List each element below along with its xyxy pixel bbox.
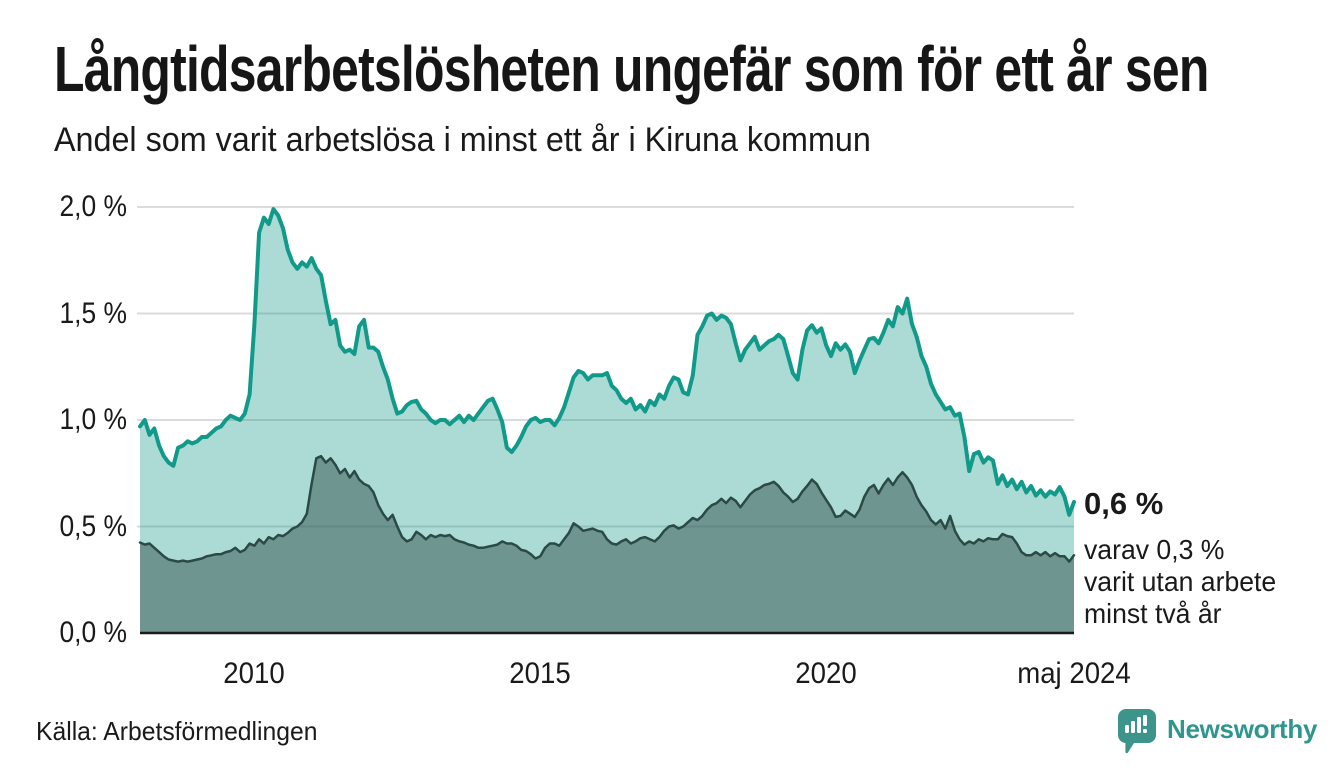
- source-note: Källa: Arbetsförmedlingen: [36, 716, 318, 746]
- annotation-line-2: varit utan arbete: [1084, 566, 1277, 597]
- x-tick-label: 2010: [223, 657, 286, 690]
- x-tick-label: 2020: [795, 657, 857, 690]
- y-tick-label: 0,0 %: [59, 616, 127, 649]
- page-subtitle: Andel som varit arbetslösa i minst ett å…: [54, 121, 871, 159]
- latest-total-value: 0,6 %: [1084, 486, 1164, 521]
- gridlines: [137, 206, 1074, 528]
- bar-chart-glyph: [1125, 715, 1147, 733]
- y-tick-label: 1,5 %: [59, 296, 127, 330]
- x-tick-label: 2015: [509, 657, 571, 690]
- y-tick-label: 1,0 %: [59, 403, 127, 436]
- total-line: [138, 207, 1076, 517]
- y-tick-label: 2,0 %: [59, 190, 127, 223]
- annotation-line-3: minst två år: [1084, 598, 1222, 629]
- brand-name: Newsworthy: [1167, 714, 1318, 744]
- two-year-area-fill: [140, 456, 1074, 633]
- x-tick-label: maj 2024: [1017, 657, 1131, 690]
- page-title: Långtidsarbetslösheten ungefär som för e…: [54, 33, 1209, 105]
- total-area-fill: [140, 209, 1074, 633]
- latest-value-annotation: 0,6 % varav 0,3 % varit utan arbete mins…: [1084, 486, 1334, 630]
- two-year-line: [138, 454, 1076, 563]
- y-tick-label: 0,5 %: [59, 509, 127, 543]
- annotation-line-1: varav 0,3 %: [1084, 534, 1225, 565]
- newsworthy-logo-icon: [1118, 709, 1156, 754]
- newsworthy-logo: Newsworthy: [1117, 708, 1317, 756]
